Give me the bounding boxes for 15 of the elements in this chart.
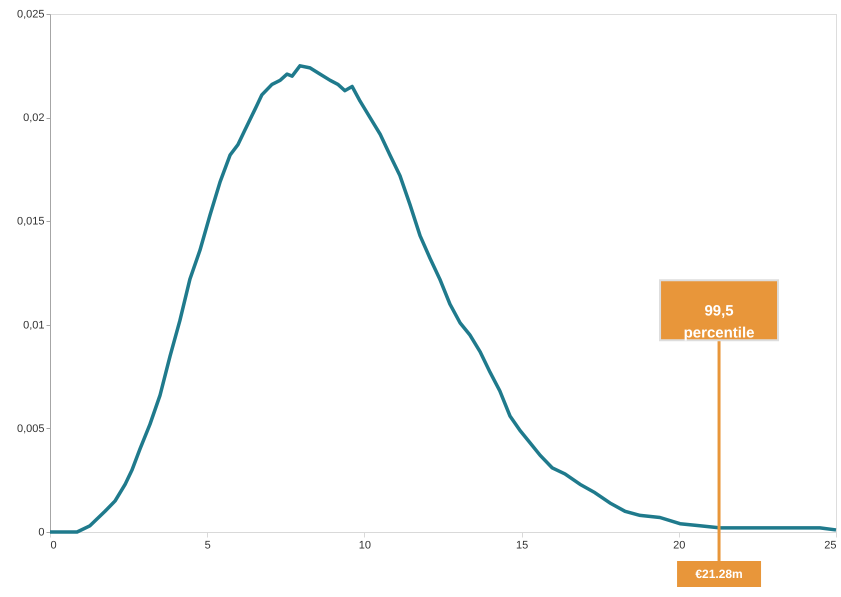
y-tick-label: 0,025 (16, 8, 44, 20)
y-tick-label: 0 (38, 526, 44, 538)
y-tick-label: 0,01 (23, 319, 44, 332)
x-tick-label: 0 (50, 540, 57, 552)
y-tick-label: 0,02 (23, 112, 44, 124)
annotation: 99,5 percentile (684, 302, 754, 342)
x-tick-label: 25 (824, 540, 836, 552)
ref-line-label: €21.28m (695, 567, 743, 581)
x-tick-label: 5 (204, 540, 211, 552)
line-series (48, 64, 838, 534)
y-tick-label: 0,015 (16, 216, 44, 228)
x-tick-label: 10 (358, 540, 372, 552)
y-tick-label: 0,005 (16, 422, 44, 435)
x-tick-label: 15 (516, 540, 528, 552)
x-tick-label: 20 (673, 540, 686, 552)
